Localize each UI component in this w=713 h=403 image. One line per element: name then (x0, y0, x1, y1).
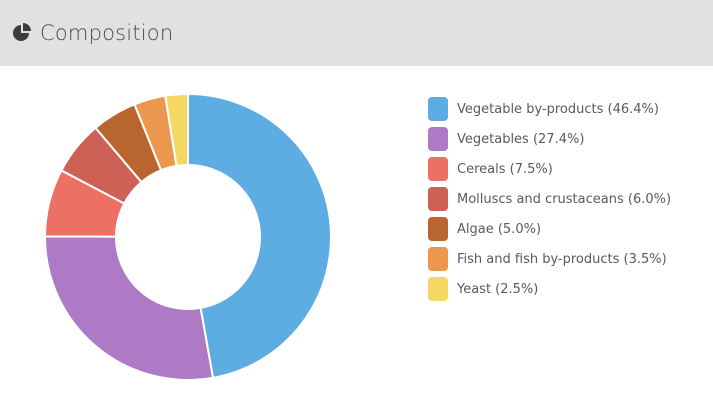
legend-swatch (428, 97, 448, 121)
legend-item[interactable]: Cereals (7.5%) (428, 154, 671, 184)
slice-vegetables[interactable] (44, 235, 215, 381)
legend-label: Vegetables (27.4%) (457, 131, 585, 147)
panel-title: Composition (40, 21, 174, 45)
legend-item[interactable]: Fish and fish by-products (3.5%) (428, 244, 671, 274)
legend-label: Algae (5.0%) (457, 221, 542, 237)
legend-label: Fish and fish by-products (3.5%) (457, 251, 667, 267)
legend-label: Yeast (2.5%) (457, 281, 539, 297)
legend-label: Molluscs and crustaceans (6.0%) (457, 191, 672, 207)
chart-legend: Vegetable by-products (46.4%) Vegetables … (428, 94, 671, 304)
legend-swatch (428, 247, 448, 271)
legend-item[interactable]: Vegetables (27.4%) (428, 124, 671, 154)
legend-item[interactable]: Vegetable by-products (46.4%) (428, 94, 671, 124)
legend-item[interactable]: Molluscs and crustaceans (6.0%) (428, 184, 671, 214)
legend-item[interactable]: Algae (5.0%) (428, 214, 671, 244)
legend-swatch (428, 217, 448, 241)
slice-yeast[interactable] (164, 92, 189, 168)
legend-label: Cereals (7.5%) (457, 161, 553, 177)
slice-vegetable-by-products[interactable] (187, 92, 332, 379)
donut-chart (43, 92, 332, 381)
legend-label: Vegetable by-products (46.4%) (457, 101, 659, 117)
legend-item[interactable]: Yeast (2.5%) (428, 274, 671, 304)
pie-chart-icon (11, 22, 33, 44)
legend-swatch (428, 187, 448, 211)
legend-swatch (428, 277, 448, 301)
legend-swatch (428, 157, 448, 181)
panel-header: Composition (0, 0, 713, 66)
legend-swatch (428, 127, 448, 151)
